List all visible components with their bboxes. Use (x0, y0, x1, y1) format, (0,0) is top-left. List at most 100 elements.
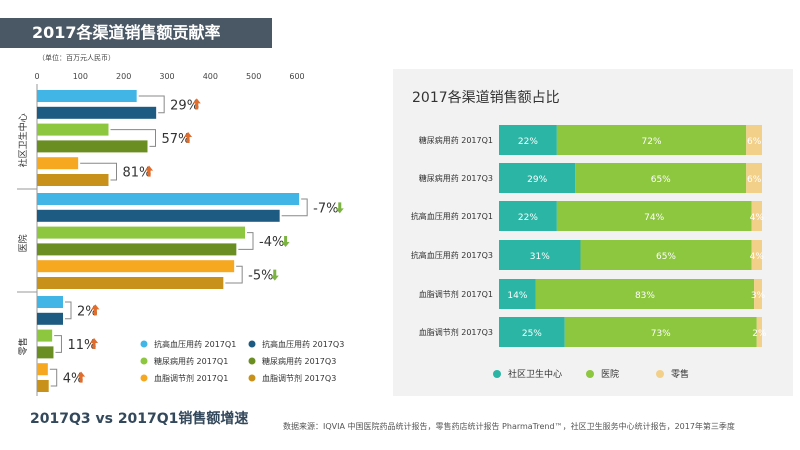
stacked-segment (564, 317, 757, 347)
legend-marker (493, 370, 501, 378)
segment-value-label: 4% (750, 252, 765, 262)
bar (37, 260, 235, 273)
legend-marker (586, 370, 594, 378)
group-label: 零售 (17, 337, 29, 355)
unit-label: （单位：百万元人民币） (38, 53, 115, 62)
legend-label: 社区卫生中心 (508, 368, 562, 380)
stacked-segment (756, 317, 762, 347)
legend-label: 医院 (601, 368, 619, 380)
segment-value-label: 73% (651, 329, 671, 339)
group-label: 社区卫生中心 (17, 113, 29, 167)
bar (37, 140, 148, 153)
legend-marker (656, 370, 664, 378)
segment-value-label: 83% (635, 291, 655, 301)
bar (37, 312, 63, 325)
category-label: 抗高血压用药 2017Q1 (411, 211, 493, 221)
legend-marker (248, 374, 256, 382)
bar (37, 296, 63, 308)
legend-marker (140, 340, 148, 348)
legend-label: 血脂调节剂 2017Q3 (262, 373, 336, 383)
growth-bracket (281, 198, 308, 217)
legend-label: 糖尿病用药 2017Q3 (262, 356, 336, 366)
bar (37, 123, 109, 136)
stacked-segment (556, 125, 747, 155)
growth-bracket (238, 232, 254, 250)
segment-value-label: 65% (651, 175, 671, 185)
category-label: 血脂调节剂 2017Q1 (419, 289, 493, 299)
stacked-segment (499, 317, 565, 347)
stacked-segment (575, 163, 747, 193)
stacked-segment (754, 279, 762, 309)
share-chart-title: 2017各渠道销售额占比 (412, 90, 560, 106)
bar (37, 363, 48, 376)
segment-value-label: 72% (642, 137, 662, 147)
growth-label: 11% (67, 338, 96, 353)
banner-title: 2017各渠道销售额贡献率 (0, 18, 272, 48)
category-label: 糖尿病用药 2017Q3 (419, 173, 493, 183)
bar (37, 380, 49, 392)
legend-label: 抗高血压用药 2017Q3 (262, 339, 344, 349)
growth-label: 29% (170, 98, 199, 113)
legend-label: 糖尿病用药 2017Q1 (154, 356, 228, 366)
legend-marker (248, 340, 256, 348)
growth-label: 57% (162, 132, 191, 147)
group-label: 医院 (17, 234, 29, 252)
segment-value-label: 6% (747, 175, 762, 185)
stacked-segment (746, 125, 762, 155)
segment-value-label: 29% (527, 175, 547, 185)
bar (37, 157, 79, 170)
legend-label: 零售 (671, 368, 689, 380)
stacked-segment (499, 125, 557, 155)
segment-value-label: 22% (518, 137, 538, 147)
segment-value-label: 31% (530, 252, 550, 262)
growth-bracket (225, 265, 243, 284)
x-tick-label: 500 (246, 72, 261, 81)
legend-label: 抗高血压用药 2017Q1 (154, 339, 236, 349)
segment-value-label: 65% (656, 252, 676, 262)
growth-bracket (110, 129, 156, 147)
bar (37, 209, 280, 222)
bar (37, 90, 137, 102)
arrow-up-icon (192, 98, 201, 110)
growth-bracket (80, 162, 117, 181)
segment-value-label: 4% (750, 213, 765, 223)
growth-label: -7% (313, 201, 338, 216)
x-tick-label: 400 (203, 72, 218, 81)
arrow-up-icon (145, 165, 154, 177)
bar (37, 243, 237, 256)
segment-value-label: 22% (518, 213, 538, 223)
x-tick-label: 600 (289, 72, 304, 81)
segment-value-label: 14% (507, 291, 527, 301)
arrow-up-icon (90, 338, 99, 349)
stacked-segment (499, 163, 576, 193)
bar (37, 226, 245, 239)
growth-chart-title: 2017Q3 vs 2017Q1销售额增速 (30, 411, 249, 427)
source-note: 数据来源：IQVIA 中国医院药品统计报告，零售药店统计报告 PharmaTre… (283, 422, 735, 431)
stacked-segment (535, 279, 755, 309)
arrow-up-icon (184, 132, 193, 143)
bar (37, 106, 157, 119)
bar (37, 277, 224, 289)
x-tick-label: 0 (34, 72, 39, 81)
segment-value-label: 6% (747, 137, 762, 147)
stacked-segment (580, 240, 752, 270)
growth-bracket (49, 368, 58, 387)
stacked-segment (746, 163, 762, 193)
legend-marker (140, 357, 148, 365)
arrow-down-icon (335, 202, 344, 214)
segment-value-label: 2% (752, 329, 767, 339)
stacked-segment (751, 240, 762, 270)
stacked-segment (499, 201, 557, 231)
growth-label: -4% (259, 235, 284, 250)
arrow-up-icon (77, 371, 86, 383)
legend-marker (140, 374, 148, 382)
bar (37, 346, 54, 359)
segment-value-label: 25% (522, 329, 542, 339)
growth-bracket (54, 335, 62, 353)
arrow-down-icon (281, 236, 290, 247)
growth-bracket (138, 95, 165, 114)
bar (37, 329, 53, 342)
bar (37, 193, 300, 205)
